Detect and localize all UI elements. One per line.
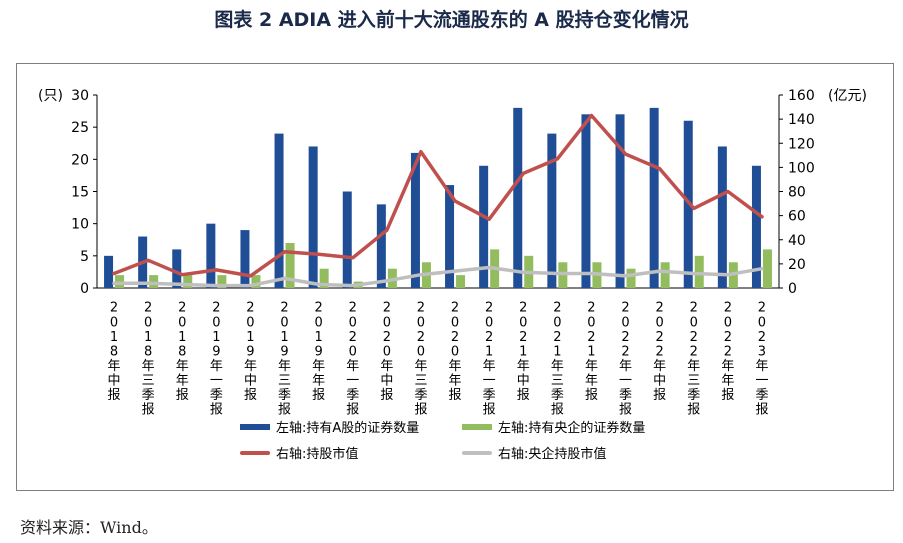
right-axis-tick-label: 120 <box>788 136 815 152</box>
bar-a-shares <box>547 133 557 288</box>
x-axis-tick-label: 2 0 2 3 年一季报 <box>755 301 768 418</box>
x-axis-tick-label: 2 0 2 0 年一季报 <box>346 301 359 418</box>
x-axis-tick-label: 2 0 2 1 年中报 <box>517 301 530 403</box>
legend-label-bar-a: 左轴:持有A股的证券数量 <box>276 421 420 436</box>
bar-a-shares <box>751 165 761 288</box>
chart-frame <box>16 63 894 491</box>
bar-a-shares <box>717 146 727 288</box>
bar-soe-shares <box>183 275 193 288</box>
bar-soe-shares <box>319 268 329 288</box>
bar-soe-shares <box>217 275 227 288</box>
source-note: 资料来源：Wind。 <box>20 518 158 537</box>
bar-a-shares <box>615 114 625 288</box>
right-axis-unit: (亿元) <box>828 88 867 104</box>
bar-a-shares <box>649 107 659 288</box>
left-axis-tick-label: 0 <box>80 281 89 297</box>
bar-a-shares <box>172 249 182 288</box>
right-axis-tick-label: 0 <box>788 281 797 297</box>
x-axis-tick-label: 2 0 1 8 年年报 <box>176 301 189 403</box>
x-axis-tick-label: 2 0 1 9 年一季报 <box>210 301 223 418</box>
right-axis-tick-label: 80 <box>788 185 806 201</box>
legend-swatch-line-soe <box>462 450 492 455</box>
x-axis-tick-label: 2 0 2 0 年三季报 <box>414 301 427 418</box>
bar-a-shares <box>274 133 284 288</box>
x-axis-tick-label: 2 0 2 2 年三季报 <box>687 301 700 418</box>
right-axis-tick-label: 100 <box>788 160 815 176</box>
legend-item-line-value: 右轴:持股市值 <box>240 443 358 462</box>
bar-a-shares <box>206 223 216 288</box>
bar-a-shares <box>513 107 523 288</box>
legend-label-line-soe: 右轴:央企持股市值 <box>498 447 607 462</box>
bar-a-shares <box>410 152 420 288</box>
x-axis-tick-label: 2 0 2 1 年年报 <box>585 301 598 403</box>
x-axis-tick-label: 2 0 2 0 年中报 <box>380 301 393 403</box>
legend-label-bar-soe: 左轴:持有央企的证券数量 <box>498 421 646 436</box>
legend-swatch-line-value <box>240 450 270 455</box>
left-axis-tick-label: 25 <box>71 120 89 136</box>
left-axis-tick-label: 20 <box>71 152 89 168</box>
x-axis-tick-label: 2 0 1 8 年三季报 <box>142 301 155 418</box>
x-axis-tick-label: 2 0 2 2 年年报 <box>721 301 734 403</box>
bar-a-shares <box>376 204 386 288</box>
bar-a-shares <box>479 165 489 288</box>
bar-soe-shares <box>456 275 466 288</box>
left-axis-unit: (只) <box>38 88 63 104</box>
bar-soe-shares <box>694 255 704 288</box>
bar-a-shares <box>308 146 318 288</box>
left-axis-tick-label: 30 <box>71 88 89 104</box>
right-axis-tick-label: 60 <box>788 209 806 225</box>
x-axis-tick-label: 2 0 1 9 年中报 <box>244 301 257 403</box>
right-axis-tick-label: 20 <box>788 257 806 273</box>
line-soe-holding-value <box>112 265 764 288</box>
bar-soe-shares <box>251 275 261 288</box>
chart-title: 图表 2 ADIA 进入前十大流通股东的 A 股持仓变化情况 <box>214 9 689 31</box>
bar-soe-shares <box>149 275 159 288</box>
x-axis-tick-label: 2 0 2 1 年一季报 <box>483 301 496 418</box>
legend-item-line-soe: 右轴:央企持股市值 <box>462 443 606 462</box>
line-holding-value <box>112 113 764 278</box>
x-axis-tick-label: 2 0 2 2 年中报 <box>653 301 666 403</box>
x-axis-tick-label: 2 0 1 9 年年报 <box>312 301 325 403</box>
bar-a-shares <box>581 114 591 288</box>
legend-item-bar-a: 左轴:持有A股的证券数量 <box>240 417 419 436</box>
bar-soe-shares <box>285 242 295 288</box>
right-axis-tick-label: 40 <box>788 233 806 249</box>
left-axis-tick-label: 5 <box>80 249 89 265</box>
bar-soe-shares <box>660 262 670 288</box>
left-axis-tick-label: 10 <box>71 217 89 233</box>
bar-a-shares <box>104 255 114 288</box>
bar-a-shares <box>342 191 352 288</box>
x-axis-tick-label: 2 0 2 2 年一季报 <box>619 301 632 418</box>
x-axis-tick-label: 2 0 1 8 年中报 <box>108 301 121 403</box>
legend-swatch-bar-soe <box>462 423 492 430</box>
right-axis-tick-label: 160 <box>788 88 815 104</box>
legend-label-line-value: 右轴:持股市值 <box>276 447 359 462</box>
x-axis-tick-label: 2 0 2 0 年年报 <box>449 301 462 403</box>
bar-a-shares <box>445 185 455 288</box>
left-axis-tick-label: 15 <box>71 185 89 201</box>
bar-soe-shares <box>626 268 636 288</box>
x-axis-tick-label: 2 0 2 1 年三季报 <box>551 301 564 418</box>
bar-a-shares <box>240 230 250 288</box>
right-axis-tick-label: 140 <box>788 112 815 128</box>
legend-item-bar-soe: 左轴:持有央企的证券数量 <box>462 417 645 436</box>
legend-swatch-bar-a <box>240 423 270 430</box>
x-axis-tick-label: 2 0 1 9 年三季报 <box>278 301 291 418</box>
bar-soe-shares <box>762 249 772 288</box>
